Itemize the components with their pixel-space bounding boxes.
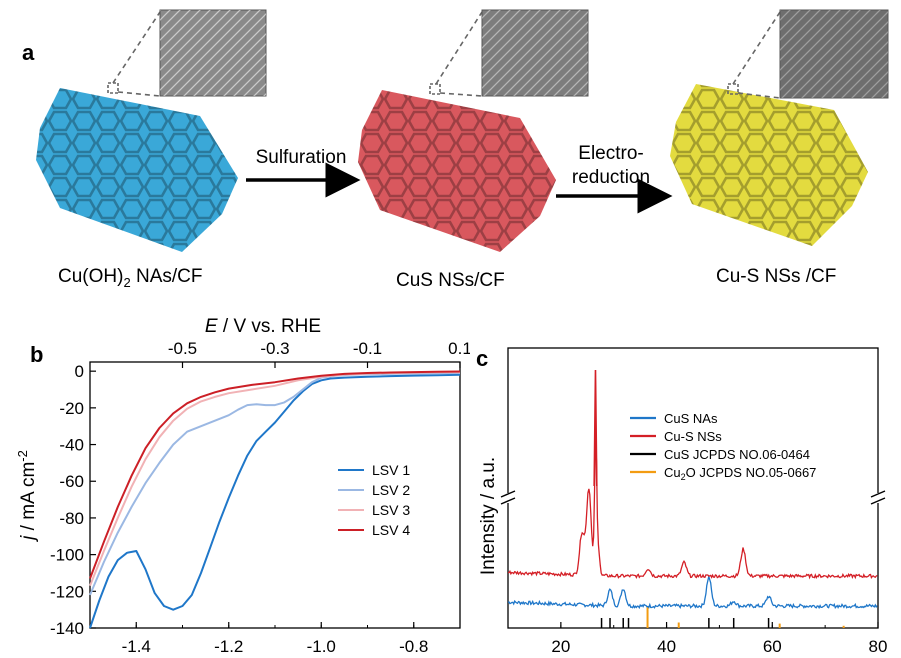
lsv-chart: -1.4 -1.2 -1.0 -0.8 -0.5 -0.3 -0.1 0.1 E / V vs.… [15,316,470,656]
axis-break-mark [870,490,886,498]
y-axis-label: Intensity / a.u. [478,457,499,575]
axis-break-mark [500,490,516,498]
y-tick-label: -140 [50,619,84,638]
y-axis-label: j / mA cm-2 [15,450,39,543]
zoom-indicator-3 [727,11,781,99]
caption-cu-s: Cu-S NSs /CF [716,266,837,287]
xrd-line-cus-nas [507,576,878,610]
y-tick-label: -120 [50,582,84,601]
cu-s-foam-block [670,84,868,246]
sem-image-1 [159,9,267,97]
axis-break-gap [502,493,514,503]
caption-cuoh2: Cu(OH)2 NAs/CF [58,266,203,290]
y-tick-label: 0 [75,362,84,381]
panel-c-label: c [476,346,489,371]
xrd-line-cu-s-nss [508,441,878,580]
y-tick-label: -20 [59,399,84,418]
top-tick-label: -0.3 [260,339,289,358]
y-tick-label: -100 [50,546,84,565]
legend-label: CuS NAs [664,411,718,426]
y-tick-label: -60 [59,472,84,491]
top-tick-label: -0.1 [353,339,382,358]
axis-break-mark [500,497,516,505]
cus-foam-block [358,90,556,252]
top-tick-label: 0.1 [448,339,470,358]
x-tick-label: -1.0 [307,637,336,656]
legend-label: Cu2O JCPDS NO.05-0667 [664,465,816,482]
lsv-line-4 [89,370,461,579]
xrd-chart: 20 40 60 80 Intensity / a.u. CuS NAs Cu-S NSs C… [478,347,888,656]
x-tick-label: 40 [657,637,676,656]
legend-label: LSV 3 [372,502,410,518]
zoom-indicator-2 [429,11,483,97]
sem-image-3 [779,9,889,99]
zoom-indicator-1 [107,11,161,97]
y-tick-label: -40 [59,436,84,455]
panel-a-label: a [22,40,35,65]
sulfuration-label: Sulfuration [255,147,347,168]
electroreduction-label-line2: reduction [571,167,651,188]
x-tick-label: -1.2 [214,637,243,656]
panel-b-label: b [30,342,44,367]
x-tick-label: 60 [763,637,782,656]
caption-cus: CuS NSs/CF [396,270,505,291]
sem-image-2 [481,9,589,97]
y-tick-label: -80 [59,509,84,528]
x-tick-label: -0.8 [399,637,428,656]
x-tick-label: 80 [869,637,888,656]
x-tick-label: -1.4 [122,637,151,656]
top-tick-label: -0.5 [168,339,197,358]
axis-break-gap [872,493,884,503]
schematic-diagram [36,9,889,252]
cuoh2-foam-block [36,88,238,252]
legend-label: LSV 4 [372,522,410,538]
legend-label: LSV 1 [372,462,410,478]
top-axis-label: E / V vs. RHE [205,316,321,337]
lsv-series [89,370,461,629]
xrd-main-peak-top [593,369,598,487]
legend-label: LSV 2 [372,482,410,498]
x-tick-label: 20 [551,637,570,656]
electroreduction-label-line1: Electro- [578,143,644,164]
legend-label: Cu-S NSs [664,429,722,444]
lsv-line-1 [89,373,461,629]
legend-label: CuS JCPDS NO.06-0464 [664,447,810,462]
axis-break-mark [870,497,886,505]
xrd-plot-frame [507,347,879,629]
